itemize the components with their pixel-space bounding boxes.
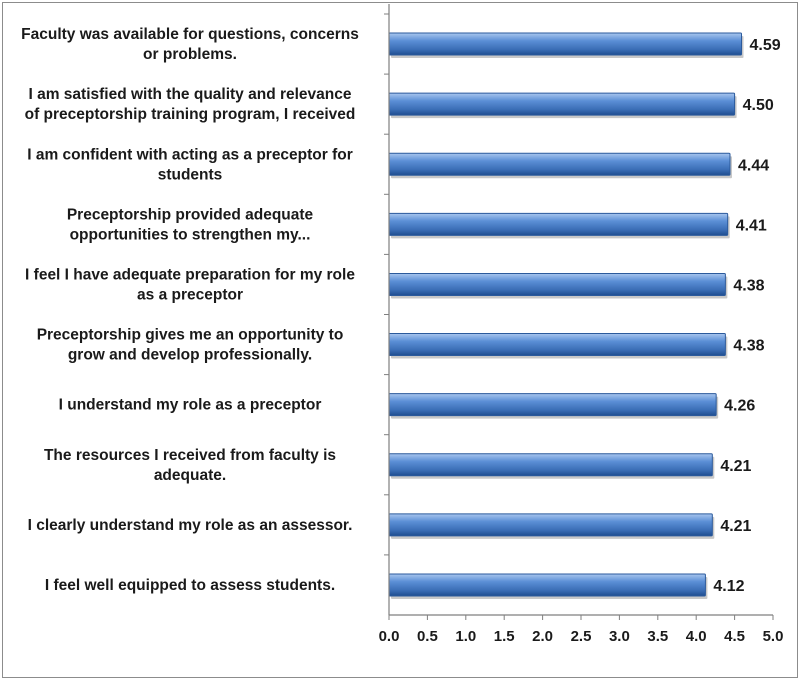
bar-value-label: 4.26 [724,398,755,415]
bar-value-label: 4.38 [733,338,764,355]
category-label-line: I feel I have adequate preparation for m… [25,266,355,283]
x-tick-label: 2.5 [571,628,592,645]
bar-value-label: 4.44 [738,157,769,174]
bar [388,212,729,236]
category-label: Preceptorship provided adequate opportuni… [67,206,314,243]
x-tick-label: 3.0 [609,628,630,645]
x-tick-label: 4.5 [724,628,745,645]
bar [388,573,706,597]
x-tick-label: 5.0 [763,628,784,645]
bar-value-label: 4.50 [743,97,774,114]
category-label-line: adequate. [154,467,226,484]
category-label-line: students [158,166,223,183]
x-tick-label: 4.0 [686,628,707,645]
category-label-line: Preceptorship provided adequate [67,206,314,223]
x-tick-label: 0.5 [417,628,438,645]
category-label-line: grow and develop professionally. [68,347,312,364]
category-label-line: opportunities to strengthen my... [70,226,311,243]
x-tick-label: 2.0 [532,628,553,645]
bar-value-label: 4.21 [720,518,751,535]
x-tick-label: 1.5 [494,628,515,645]
category-label-line: Preceptorship gives me an opportunity to [37,327,344,344]
category-label-line: of preceptorship training program, I rec… [25,106,356,123]
bar [388,513,713,537]
bar-value-label: 4.21 [720,458,751,475]
category-label: I feel well equipped to assess students. [45,577,335,594]
category-label-line: as a preceptor [137,286,243,303]
category-label-line: I feel well equipped to assess students. [45,577,335,594]
category-label-line: I am satisfied with the quality and rele… [28,86,351,103]
category-label-line: I am confident with acting as a precepto… [27,146,353,163]
bar [388,272,726,296]
x-tick-label: 3.5 [647,628,668,645]
bar-value-label: 4.38 [733,277,764,294]
bar-value-label: 4.12 [713,578,744,595]
bar [388,333,726,357]
category-label-line: I understand my role as a preceptor [59,397,322,414]
x-tick-label: 1.0 [455,628,476,645]
category-label-line: The resources I received from faculty is [44,447,336,464]
bar [388,453,713,477]
category-label: The resources I received from faculty is… [44,447,336,484]
bar [388,92,736,116]
category-label-line: or problems. [143,46,237,63]
category-label: I am satisfied with the quality and rele… [25,86,356,123]
category-label: I feel I have adequate preparation for m… [25,266,355,303]
bar [388,393,717,417]
category-label: I am confident with acting as a precepto… [27,146,353,183]
bar [388,152,731,176]
bar-value-label: 4.59 [750,37,781,54]
category-label-line: Faculty was available for questions, con… [21,26,359,43]
category-label: I understand my role as a preceptor [59,397,322,414]
category-label: Faculty was available for questions, con… [21,26,359,63]
x-tick-label: 0.0 [379,628,400,645]
bar-value-label: 4.41 [736,217,767,234]
bar [388,32,743,56]
category-label: I clearly understand my role as an asses… [28,517,353,534]
category-label: Preceptorship gives me an opportunity to… [37,327,344,364]
category-label-line: I clearly understand my role as an asses… [28,517,353,534]
